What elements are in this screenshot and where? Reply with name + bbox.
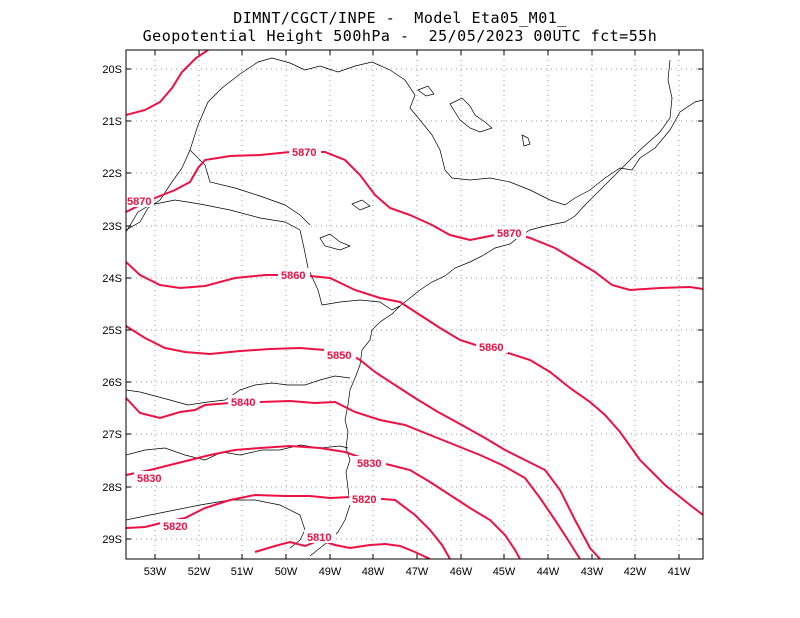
- lat-tick-label: 25S: [102, 325, 122, 337]
- contour-5875: [126, 50, 209, 116]
- lake-2: [319, 233, 351, 251]
- bay-guanabara: [521, 134, 531, 147]
- lon-tick-label: 46W: [450, 566, 473, 578]
- rs-border: [126, 499, 306, 549]
- lon-tick-label: 44W: [537, 566, 560, 578]
- contour-label-5870-right: 5870: [497, 228, 521, 240]
- contour-5870: [126, 151, 703, 292]
- map-frame: [125, 49, 704, 560]
- lon-tick-label: 41W: [668, 566, 691, 578]
- lon-tick-label: 43W: [581, 566, 604, 578]
- contour-label-5810: 5810: [307, 532, 331, 544]
- contour-label-5870-top: 5870: [292, 147, 316, 159]
- state-boundary-pr-sc: [126, 375, 351, 406]
- lat-tick-label: 21S: [102, 116, 122, 128]
- rj-boundary: [611, 59, 673, 179]
- lon-tick-label: 53W: [144, 566, 167, 578]
- contour-5850: [126, 325, 601, 559]
- coastline-sp: [399, 177, 613, 307]
- title-line-2: Geopotential Height 500hPa - 25/05/2023 …: [142, 27, 658, 45]
- lat-tick-label: 27S: [102, 429, 122, 441]
- contour-label-5860-right: 5860: [479, 342, 503, 354]
- lake-1: [449, 97, 493, 133]
- contour-5810: [254, 538, 431, 559]
- lon-tick-label: 49W: [319, 566, 342, 578]
- lon-tick-label: 52W: [188, 566, 211, 578]
- lon-tick-label: 51W: [231, 566, 254, 578]
- lat-tick-label: 20S: [102, 64, 122, 76]
- lat-tick-label: 23S: [102, 221, 122, 233]
- lake-4: [417, 85, 435, 97]
- coastline-south: [309, 305, 401, 557]
- contour-label-5830-left: 5830: [137, 473, 161, 485]
- lat-lon-grid: [126, 50, 703, 559]
- lon-tick-label: 42W: [624, 566, 647, 578]
- contour-label-5820-right: 5820: [352, 494, 376, 506]
- state-boundary-sp-mg: [189, 149, 311, 226]
- lat-tick-label: 24S: [102, 273, 122, 285]
- axis-ticks: 20S 21S 22S 23S 24S 25S 26S 27S 28S 29S 53W 52W 51W 5…: [102, 50, 703, 578]
- contour-label-group: 5870 5870 5870 5860 5860 5850 5840 5830 …: [126, 145, 526, 544]
- title-line-1: DIMNT/CGCT/INPE - Model Eta05_M01_: [233, 9, 567, 27]
- coastline-boundaries: [126, 57, 703, 557]
- contour-lines: [126, 50, 703, 559]
- pr-sp-border: [321, 299, 401, 311]
- contour-5860: [126, 261, 703, 516]
- lat-tick-label: 26S: [102, 377, 122, 389]
- lon-tick-label: 45W: [493, 566, 516, 578]
- lon-tick-label: 48W: [362, 566, 385, 578]
- lon-tick-label: 50W: [275, 566, 298, 578]
- lake-3: [351, 199, 371, 211]
- lat-tick-label: 22S: [102, 168, 122, 180]
- contour-label-5830-right: 5830: [357, 458, 381, 470]
- state-boundary-north: [126, 57, 703, 231]
- contour-5840: [126, 397, 581, 559]
- lat-tick-label: 29S: [102, 534, 122, 546]
- lon-tick-label: 47W: [406, 566, 429, 578]
- lat-tick-label: 28S: [102, 482, 122, 494]
- contour-label-5860-left: 5860: [281, 270, 305, 282]
- contour-label-5820-left: 5820: [163, 521, 187, 533]
- contour-label-5870-left: 5870: [127, 196, 151, 208]
- contour-label-5840: 5840: [231, 397, 255, 409]
- contour-label-5850: 5850: [327, 350, 351, 362]
